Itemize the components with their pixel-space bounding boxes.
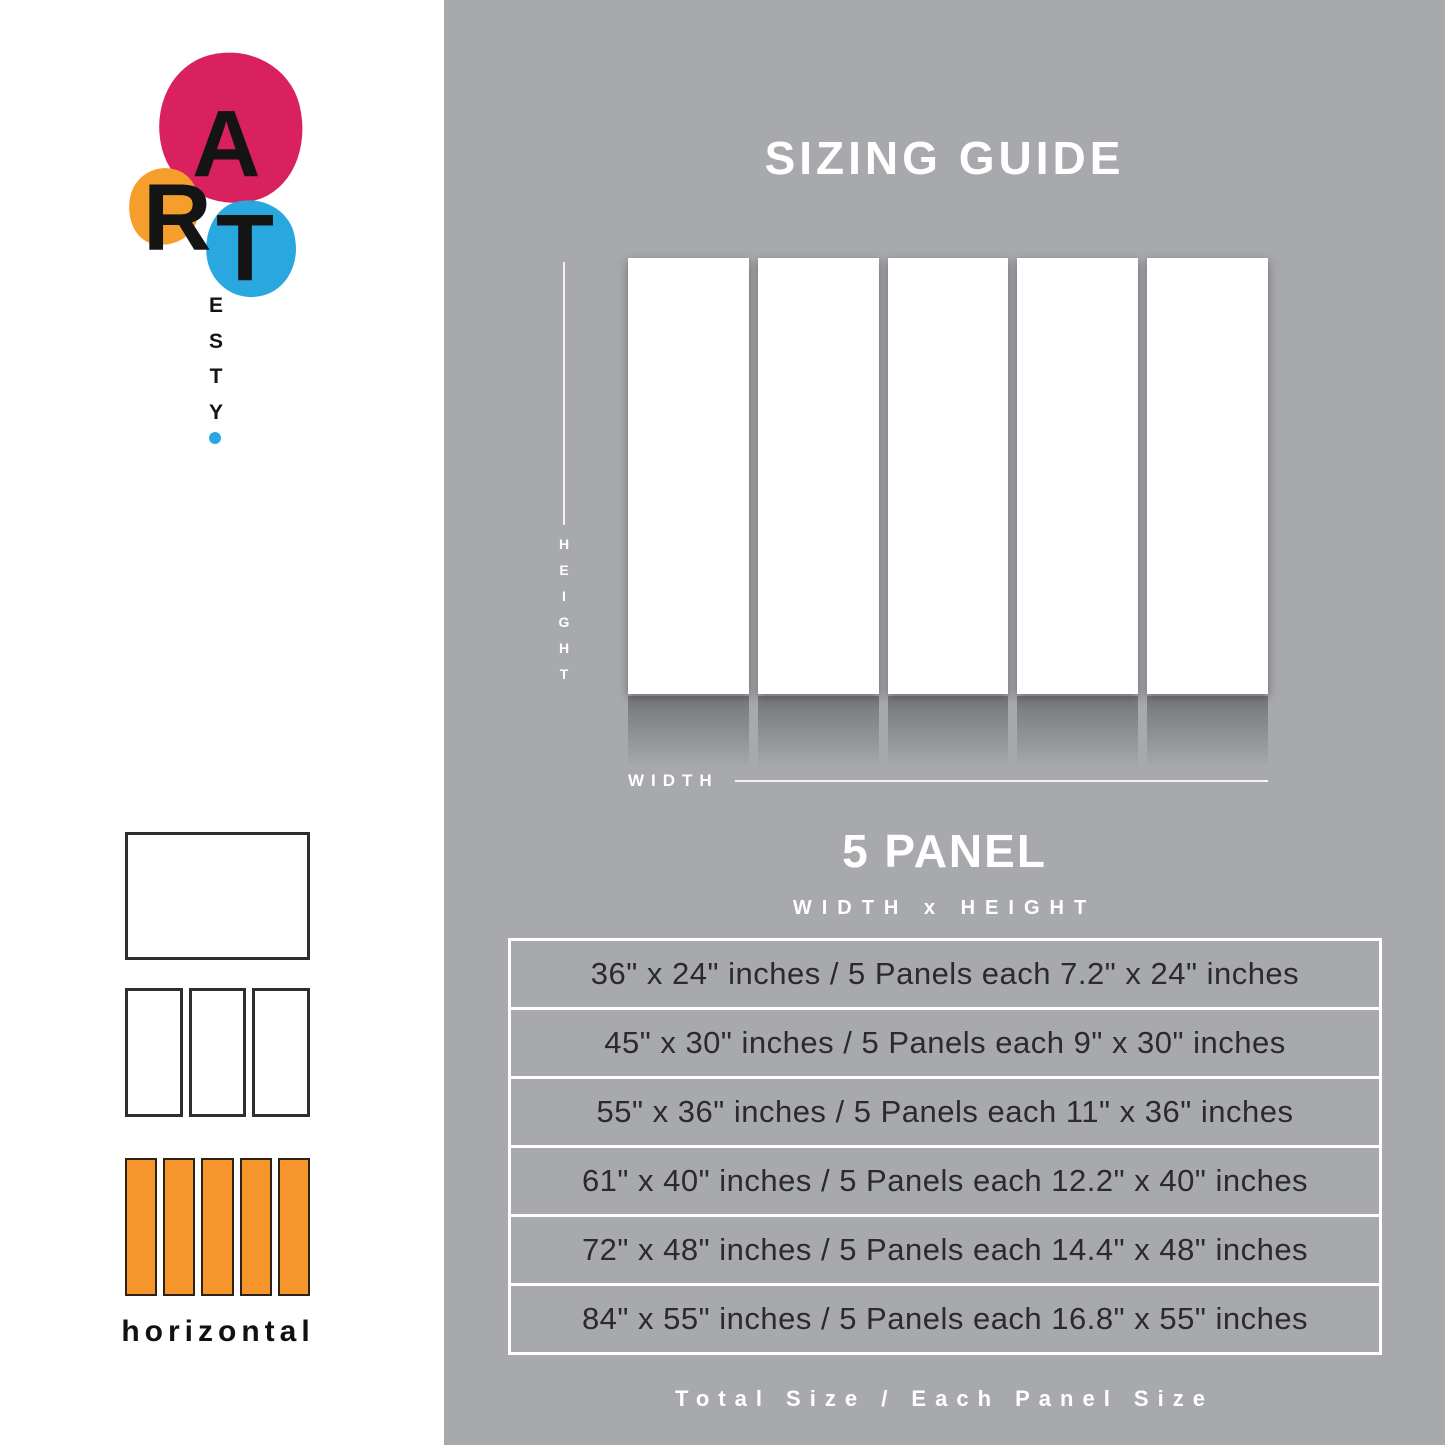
width-axis: WIDTH bbox=[628, 771, 1268, 791]
table-row: 55" x 36" inches / 5 Panels each 11" x 3… bbox=[511, 1079, 1379, 1148]
table-row: 36" x 24" inches / 5 Panels each 7.2" x … bbox=[511, 941, 1379, 1010]
panel-reflection bbox=[1147, 696, 1268, 768]
logo-blue-dot bbox=[209, 432, 221, 444]
panel-reflection bbox=[1017, 696, 1139, 768]
canvas-panel-4 bbox=[1017, 258, 1139, 694]
height-letter: I bbox=[562, 588, 566, 604]
thumbnail-slat bbox=[125, 1158, 158, 1296]
panel-reflection bbox=[757, 696, 879, 768]
canvas-panel-3 bbox=[887, 258, 1009, 694]
height-axis-line bbox=[563, 262, 565, 525]
thumbnail-3-panel bbox=[125, 988, 311, 1117]
table-row: 61" x 40" inches / 5 Panels each 12.2" x… bbox=[511, 1148, 1379, 1217]
thumbnail-slat bbox=[252, 988, 311, 1117]
height-letter: E bbox=[559, 562, 569, 578]
logo-letter-a: A bbox=[192, 91, 261, 197]
thumbnail-slat bbox=[188, 988, 247, 1117]
height-letter: H bbox=[558, 536, 570, 552]
panel-reflection bbox=[887, 696, 1009, 768]
gray-background bbox=[444, 0, 1445, 1445]
thumbnail-1-panel bbox=[125, 832, 310, 960]
dimension-format-label: WIDTH x HEIGHT bbox=[792, 897, 1097, 919]
size-table: 36" x 24" inches / 5 Panels each 7.2" x … bbox=[508, 938, 1382, 1355]
width-axis-line bbox=[734, 780, 1268, 782]
thumbnail-slat bbox=[239, 1158, 272, 1296]
table-caption: Total Size / Each Panel Size bbox=[675, 1386, 1214, 1411]
table-row: 45" x 30" inches / 5 Panels each 9" x 30… bbox=[511, 1010, 1379, 1079]
height-letter: H bbox=[558, 640, 570, 656]
height-letter: G bbox=[558, 614, 570, 630]
height-axis-label: H E I G H T bbox=[550, 531, 578, 687]
logo-vertical-letter: E bbox=[208, 294, 223, 317]
panel-reflections bbox=[628, 696, 1268, 768]
canvas-panel-2 bbox=[757, 258, 879, 694]
canvas-panel-5 bbox=[1147, 258, 1268, 694]
thumbnail-slat bbox=[201, 1158, 234, 1296]
panel-reflection bbox=[628, 696, 749, 768]
logo-vertical-text: E S T Y bbox=[203, 288, 229, 430]
thumbnail-slat bbox=[277, 1158, 311, 1296]
logo-vertical-letter: S bbox=[208, 329, 223, 353]
height-letter: T bbox=[559, 666, 569, 682]
table-row: 72" x 48" inches / 5 Panels each 14.4" x… bbox=[511, 1217, 1379, 1286]
canvas-panel-1 bbox=[628, 258, 749, 694]
panel-count-heading: 5 PANEL bbox=[842, 825, 1047, 877]
page-title: SIZING GUIDE bbox=[764, 132, 1125, 184]
orientation-label: horizontal bbox=[121, 1315, 315, 1348]
thumbnail-5-panel-selected bbox=[125, 1158, 311, 1296]
logo-letter-r: R bbox=[143, 165, 212, 271]
logo-vertical-letter: T bbox=[209, 365, 223, 388]
thumbnail-slat bbox=[125, 988, 183, 1117]
table-row: 84" x 55" inches / 5 Panels each 16.8" x… bbox=[581, 1301, 1309, 1336]
logo-letter-t: T bbox=[216, 195, 275, 301]
panel-row bbox=[628, 258, 1268, 694]
thumbnail-slat bbox=[163, 1158, 196, 1296]
width-axis-label: WIDTH bbox=[628, 771, 719, 790]
logo-vertical-letter: Y bbox=[208, 400, 223, 424]
